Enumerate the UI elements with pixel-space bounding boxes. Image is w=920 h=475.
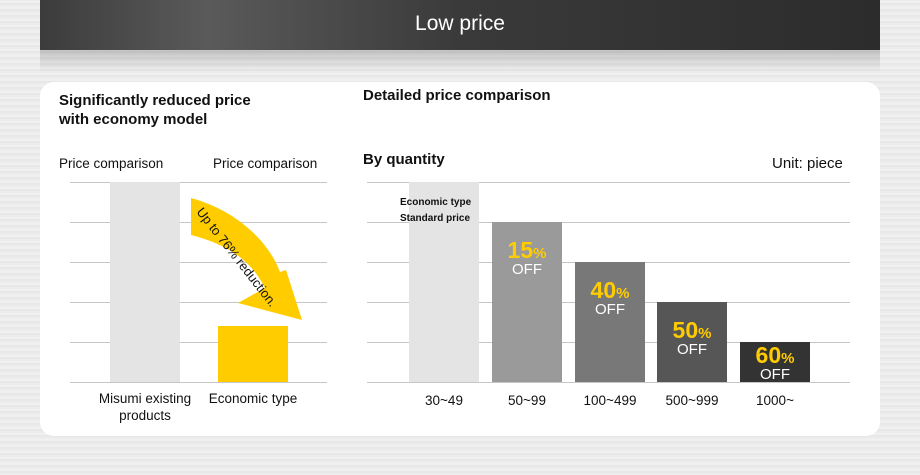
discount-value: 50 bbox=[672, 317, 699, 343]
gridline bbox=[367, 382, 850, 383]
category-label: 100~499 bbox=[583, 393, 637, 408]
gridline bbox=[367, 222, 850, 223]
bar bbox=[409, 182, 479, 382]
header-shadow bbox=[40, 50, 880, 72]
left-title-line2: with economy model bbox=[59, 111, 208, 128]
discount-label: 50% OFF bbox=[657, 317, 727, 358]
discount-value: 15 bbox=[507, 237, 534, 263]
category-label: 50~99 bbox=[508, 393, 546, 408]
bar bbox=[740, 342, 810, 382]
bar bbox=[575, 262, 645, 382]
bar bbox=[110, 182, 180, 382]
bar bbox=[218, 326, 288, 382]
gridline bbox=[70, 342, 327, 343]
gridline bbox=[70, 302, 327, 303]
right-title: Detailed price comparison bbox=[363, 87, 551, 104]
discount-unit: % bbox=[616, 285, 630, 302]
category-label: Misumi existing products bbox=[98, 391, 192, 423]
discount-unit: % bbox=[533, 245, 547, 262]
bar bbox=[492, 222, 562, 382]
off-label: OFF bbox=[512, 261, 542, 278]
category-label: 30~49 bbox=[425, 393, 463, 408]
left-col-label-1: Price comparison bbox=[59, 156, 164, 171]
page-header: Low price bbox=[40, 0, 880, 50]
discount-unit: % bbox=[698, 325, 712, 342]
bar bbox=[657, 302, 727, 382]
gridline bbox=[70, 182, 327, 183]
header-title: Low price bbox=[415, 12, 505, 35]
arrow-icon bbox=[191, 198, 302, 320]
off-label: OFF bbox=[760, 366, 790, 383]
left-title-line1: Significantly reduced price bbox=[59, 92, 251, 109]
left-col-label-2: Price comparison bbox=[213, 156, 318, 171]
right-subtitle: By quantity bbox=[363, 151, 445, 168]
gridline bbox=[70, 382, 327, 383]
discount-unit: % bbox=[781, 350, 795, 367]
off-label: OFF bbox=[677, 341, 707, 358]
discount-label: 15% OFF bbox=[492, 237, 562, 278]
discount-label: 40% OFF bbox=[575, 277, 645, 318]
legend-line2: Standard price bbox=[400, 213, 471, 224]
unit-label: Unit: piece bbox=[772, 155, 843, 172]
off-label: OFF bbox=[595, 301, 625, 318]
discount-label: 60% OFF bbox=[740, 342, 810, 383]
category-label: 1000~ bbox=[756, 393, 794, 408]
legend-line1: Economic type bbox=[400, 197, 472, 208]
gridline bbox=[367, 182, 850, 183]
category-label: Economic type bbox=[208, 391, 298, 406]
gridline bbox=[70, 262, 327, 263]
discount-value: 60 bbox=[755, 342, 782, 368]
discount-value: 40 bbox=[590, 277, 617, 303]
category-label: 500~999 bbox=[665, 393, 719, 408]
